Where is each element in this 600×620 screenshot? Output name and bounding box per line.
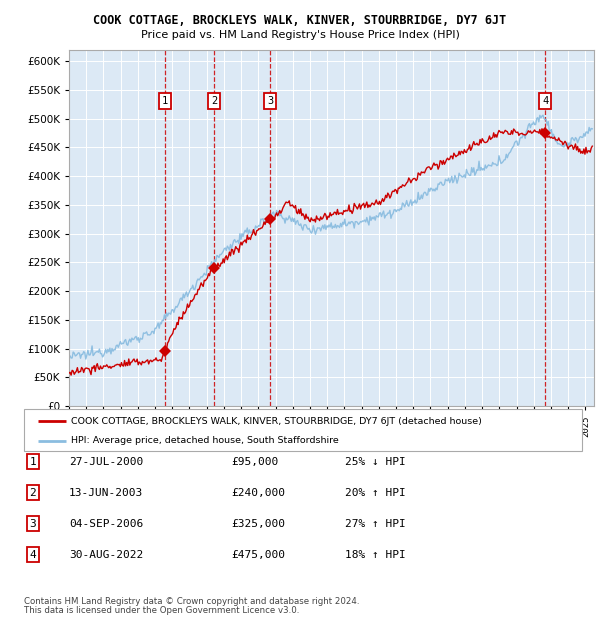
Text: Contains HM Land Registry data © Crown copyright and database right 2024.: Contains HM Land Registry data © Crown c… xyxy=(24,597,359,606)
Text: £325,000: £325,000 xyxy=(231,519,285,529)
Text: 04-SEP-2006: 04-SEP-2006 xyxy=(69,519,143,529)
Text: 4: 4 xyxy=(29,550,37,560)
Text: This data is licensed under the Open Government Licence v3.0.: This data is licensed under the Open Gov… xyxy=(24,606,299,615)
Text: 20% ↑ HPI: 20% ↑ HPI xyxy=(345,488,406,498)
Text: 4: 4 xyxy=(542,96,548,107)
Text: 2: 2 xyxy=(211,96,218,107)
Text: 1: 1 xyxy=(29,457,37,467)
Text: COOK COTTAGE, BROCKLEYS WALK, KINVER, STOURBRIDGE, DY7 6JT (detached house): COOK COTTAGE, BROCKLEYS WALK, KINVER, ST… xyxy=(71,417,482,425)
Text: 27% ↑ HPI: 27% ↑ HPI xyxy=(345,519,406,529)
FancyBboxPatch shape xyxy=(24,409,582,451)
Text: 18% ↑ HPI: 18% ↑ HPI xyxy=(345,550,406,560)
Text: 27-JUL-2000: 27-JUL-2000 xyxy=(69,457,143,467)
Text: COOK COTTAGE, BROCKLEYS WALK, KINVER, STOURBRIDGE, DY7 6JT: COOK COTTAGE, BROCKLEYS WALK, KINVER, ST… xyxy=(94,14,506,27)
Text: 3: 3 xyxy=(29,519,37,529)
Text: 2: 2 xyxy=(29,488,37,498)
Text: £475,000: £475,000 xyxy=(231,550,285,560)
Text: 1: 1 xyxy=(162,96,168,107)
Text: 30-AUG-2022: 30-AUG-2022 xyxy=(69,550,143,560)
Text: HPI: Average price, detached house, South Staffordshire: HPI: Average price, detached house, Sout… xyxy=(71,436,339,445)
Text: 13-JUN-2003: 13-JUN-2003 xyxy=(69,488,143,498)
Text: £240,000: £240,000 xyxy=(231,488,285,498)
Text: 25% ↓ HPI: 25% ↓ HPI xyxy=(345,457,406,467)
Text: 3: 3 xyxy=(267,96,273,107)
Text: Price paid vs. HM Land Registry's House Price Index (HPI): Price paid vs. HM Land Registry's House … xyxy=(140,30,460,40)
Text: £95,000: £95,000 xyxy=(231,457,278,467)
